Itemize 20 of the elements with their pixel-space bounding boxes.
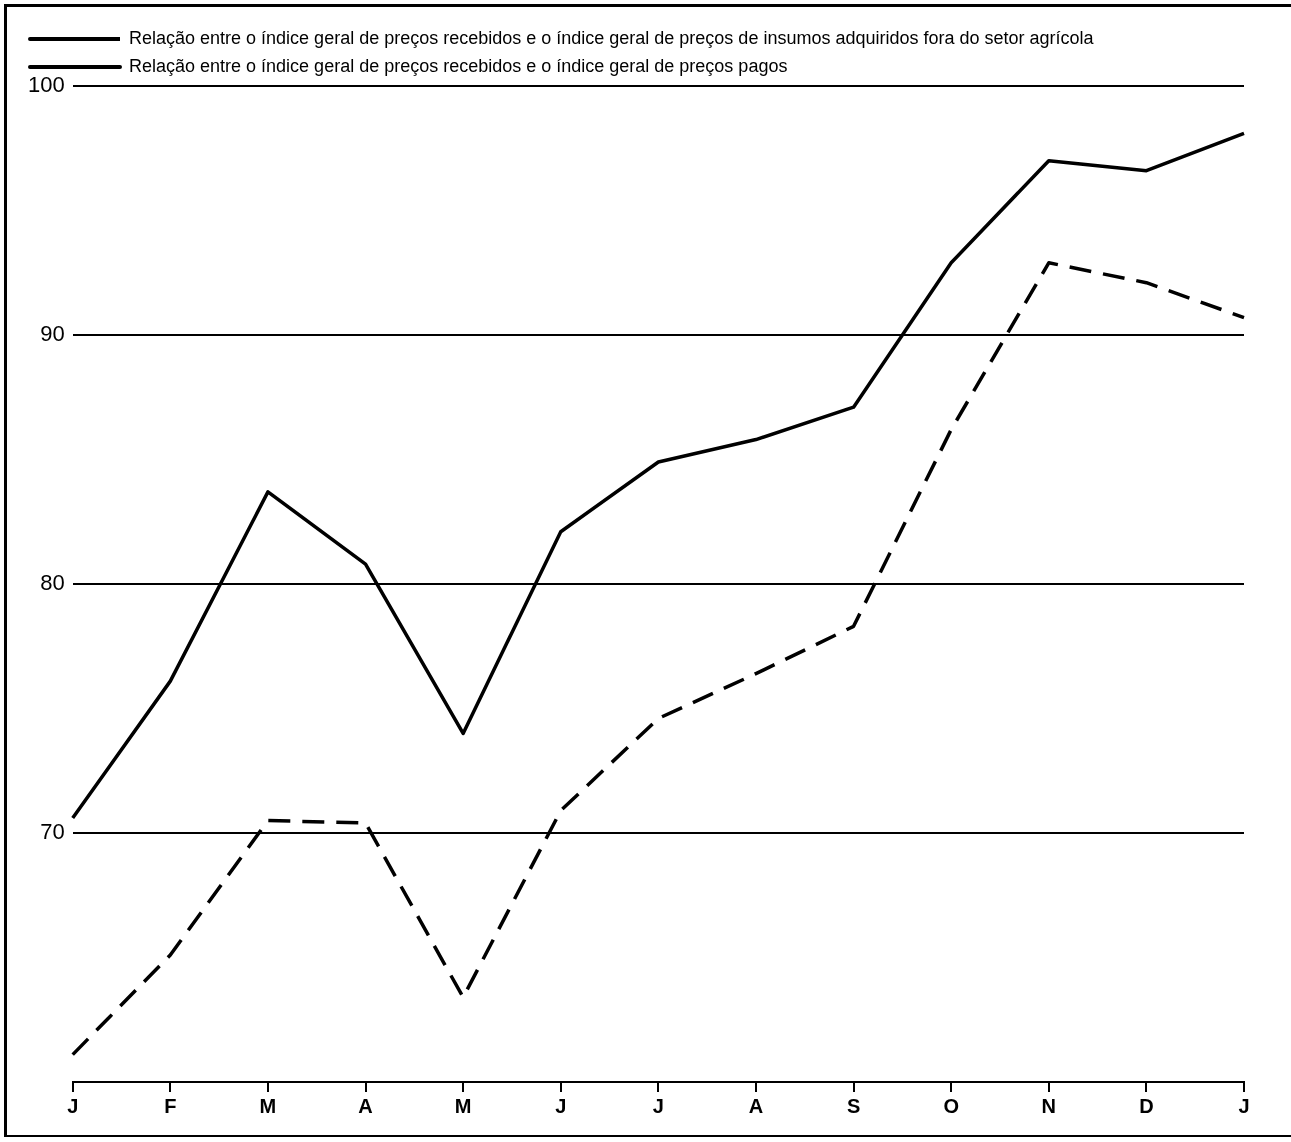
x-tick-label: A bbox=[748, 1094, 764, 1117]
x-tick-label: O bbox=[943, 1094, 959, 1117]
x-tick-label: J bbox=[652, 1094, 664, 1117]
x-tick-label: J bbox=[1238, 1094, 1250, 1117]
x-tick-label: M bbox=[454, 1094, 472, 1117]
x-tick-label: S bbox=[846, 1094, 861, 1117]
legend-label: Relação entre o índice geral de preços recebidos e o índice geral de preços de insumos adquiridos fora do setor agrícola bbox=[129, 27, 1095, 48]
legend-label: Relação entre o índice geral de preços recebidos e o índice geral de preços pagos bbox=[129, 55, 788, 76]
x-tick-label: N bbox=[1041, 1094, 1057, 1117]
line-series bbox=[70, 261, 1246, 1057]
y-tick-label: 80 bbox=[40, 570, 65, 596]
x-tick-label: A bbox=[358, 1094, 373, 1117]
x-tick-label: M bbox=[259, 1094, 277, 1117]
x-tick-label: F bbox=[164, 1094, 177, 1117]
y-tick-label: 90 bbox=[40, 321, 65, 347]
y-tick-label: 70 bbox=[40, 819, 65, 845]
x-tick-label: D bbox=[1139, 1094, 1154, 1117]
x-tick-label: J bbox=[555, 1094, 567, 1117]
x-tick-label: J bbox=[67, 1094, 79, 1117]
y-tick-label: 100 bbox=[27, 72, 65, 98]
